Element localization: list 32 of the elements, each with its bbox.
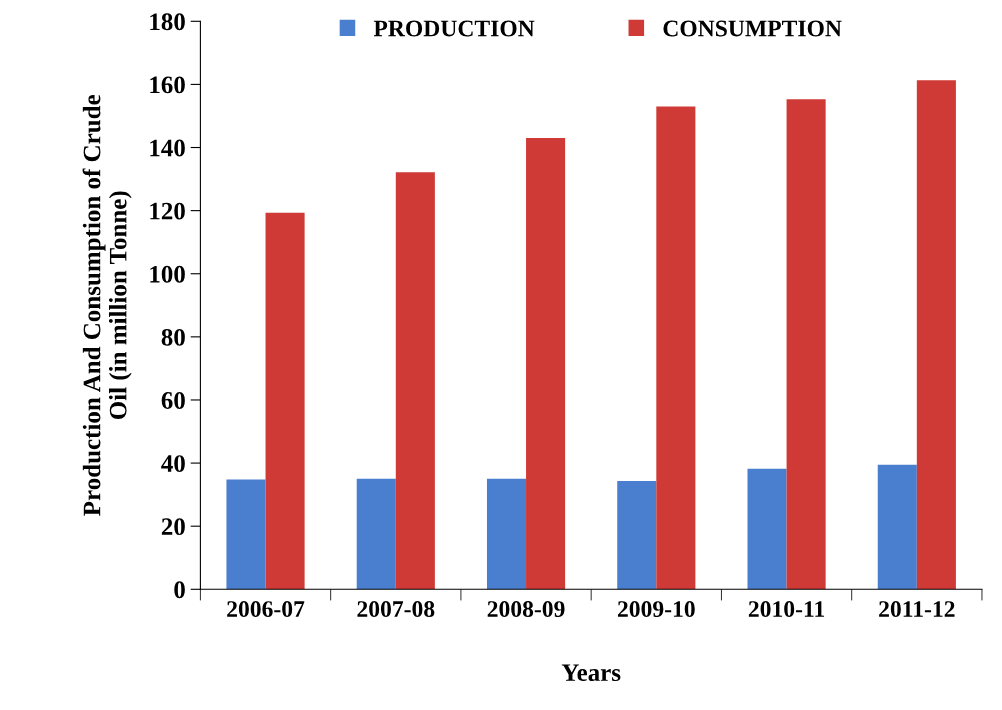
legend-label: CONSUMPTION <box>663 20 842 37</box>
y-tick-label: 140 <box>150 139 185 157</box>
x-tick-label: 2009-10 <box>617 601 695 618</box>
bar <box>395 172 435 590</box>
x-tick-label: 2007-08 <box>357 601 435 618</box>
y-tick-label: 100 <box>150 265 185 283</box>
y-axis-title: Production And Consumption of Crude Oil (in million Tonne) <box>82 95 132 516</box>
bar <box>877 464 917 590</box>
bar <box>526 138 566 590</box>
bar <box>656 106 696 590</box>
y-tick-label: 180 <box>150 13 185 31</box>
bar <box>226 479 266 590</box>
x-axis-title: Years <box>561 664 621 682</box>
y-tick-label: 20 <box>161 518 185 536</box>
bar <box>486 478 527 590</box>
x-tick-label: 2011-12 <box>879 601 955 618</box>
x-tick-label: 2008-09 <box>487 601 565 618</box>
y-tick-label: 0 <box>174 581 185 599</box>
bar <box>747 468 787 590</box>
x-tick-label: 2006-07 <box>227 601 305 618</box>
bar <box>617 481 657 590</box>
x-tick-label: 2010-11 <box>748 601 825 618</box>
bar <box>356 478 396 590</box>
y-tick-label: 60 <box>161 392 185 409</box>
y-tick-label: 80 <box>161 328 185 346</box>
y-tick-label: 160 <box>150 76 185 94</box>
y-tick-label: 40 <box>161 455 185 472</box>
legend-label: PRODUCTION <box>373 20 535 37</box>
bar <box>786 99 826 590</box>
bar <box>916 80 956 590</box>
bar <box>265 212 305 590</box>
y-tick-label: 120 <box>150 202 185 220</box>
